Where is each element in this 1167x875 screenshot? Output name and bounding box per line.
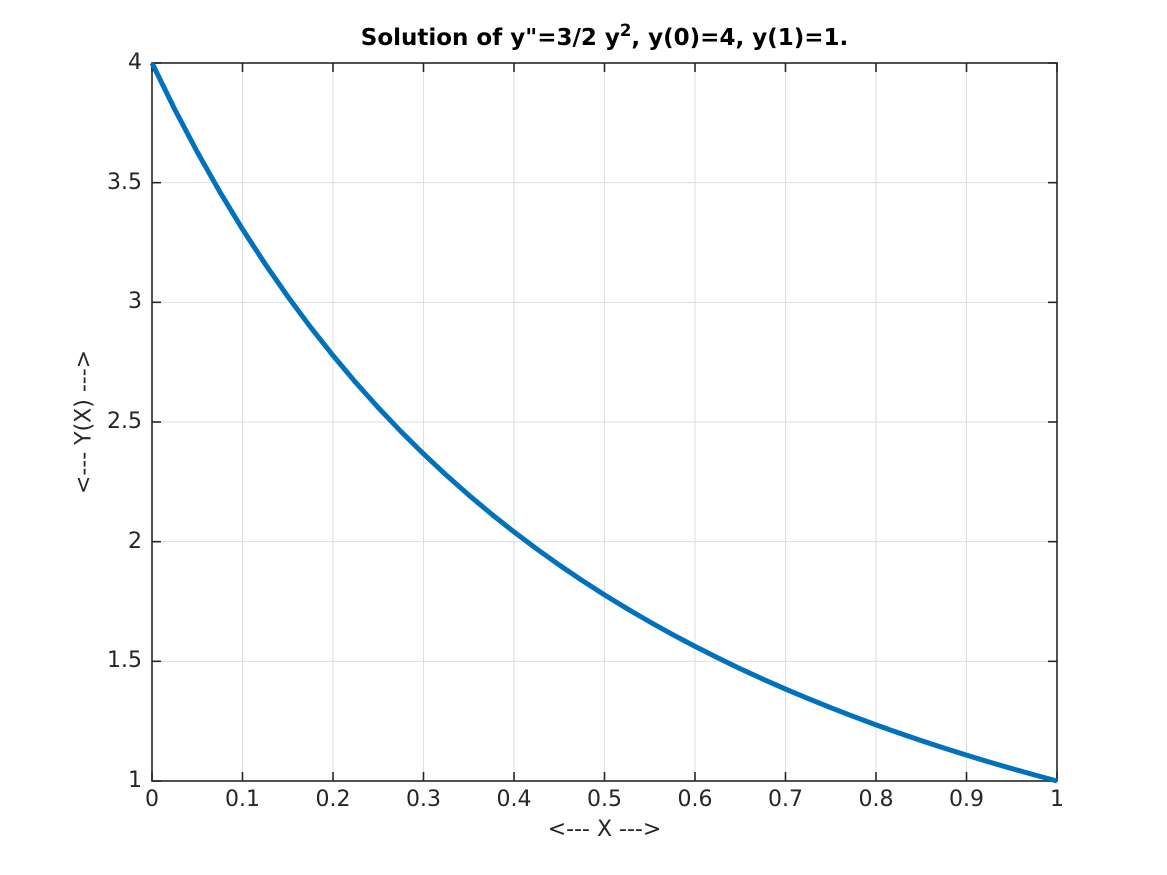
chart-title-superscript: 2	[619, 20, 632, 40]
chart-title-post: , y(0)=4, y(1)=1.	[631, 25, 849, 51]
y-tick-label: 3.5	[107, 169, 142, 195]
y-tick-label: 1	[128, 768, 142, 793]
y-tick-label: 1.5	[107, 648, 142, 674]
x-tick-label: 1	[1050, 787, 1064, 812]
x-tick-label: 0.4	[496, 787, 532, 812]
y-tick-label: 3	[128, 289, 142, 315]
x-axis-label: <--- X --->	[547, 817, 662, 842]
plot-area	[149, 61, 1058, 784]
solution-curve	[149, 61, 1058, 784]
y-tick-label: 2.5	[107, 409, 142, 434]
x-tick-label: 0.7	[768, 787, 803, 812]
chart-title-pre: Solution of y"=3/2 y	[360, 25, 620, 51]
x-tick-label: 0.3	[406, 787, 441, 812]
x-tick-label: 0.8	[858, 787, 894, 812]
x-tick-label: 0.2	[315, 787, 351, 812]
y-axis-label: <--- Y(X) --->	[71, 349, 97, 495]
x-tick-label: 0	[145, 787, 159, 812]
x-tick-label: 0.6	[677, 787, 713, 812]
x-tick-label: 0.5	[587, 787, 622, 812]
chart-title: Solution of y"=3/2 y2, y(0)=4, y(1)=1.	[152, 21, 1057, 51]
gridlines	[152, 63, 1057, 781]
x-tick-label: 0.9	[949, 787, 984, 812]
x-tick-label: 0.1	[225, 787, 260, 812]
y-tick-label: 4	[128, 50, 142, 75]
axes-frame	[151, 62, 1058, 782]
y-tick-label: 2	[128, 528, 142, 554]
